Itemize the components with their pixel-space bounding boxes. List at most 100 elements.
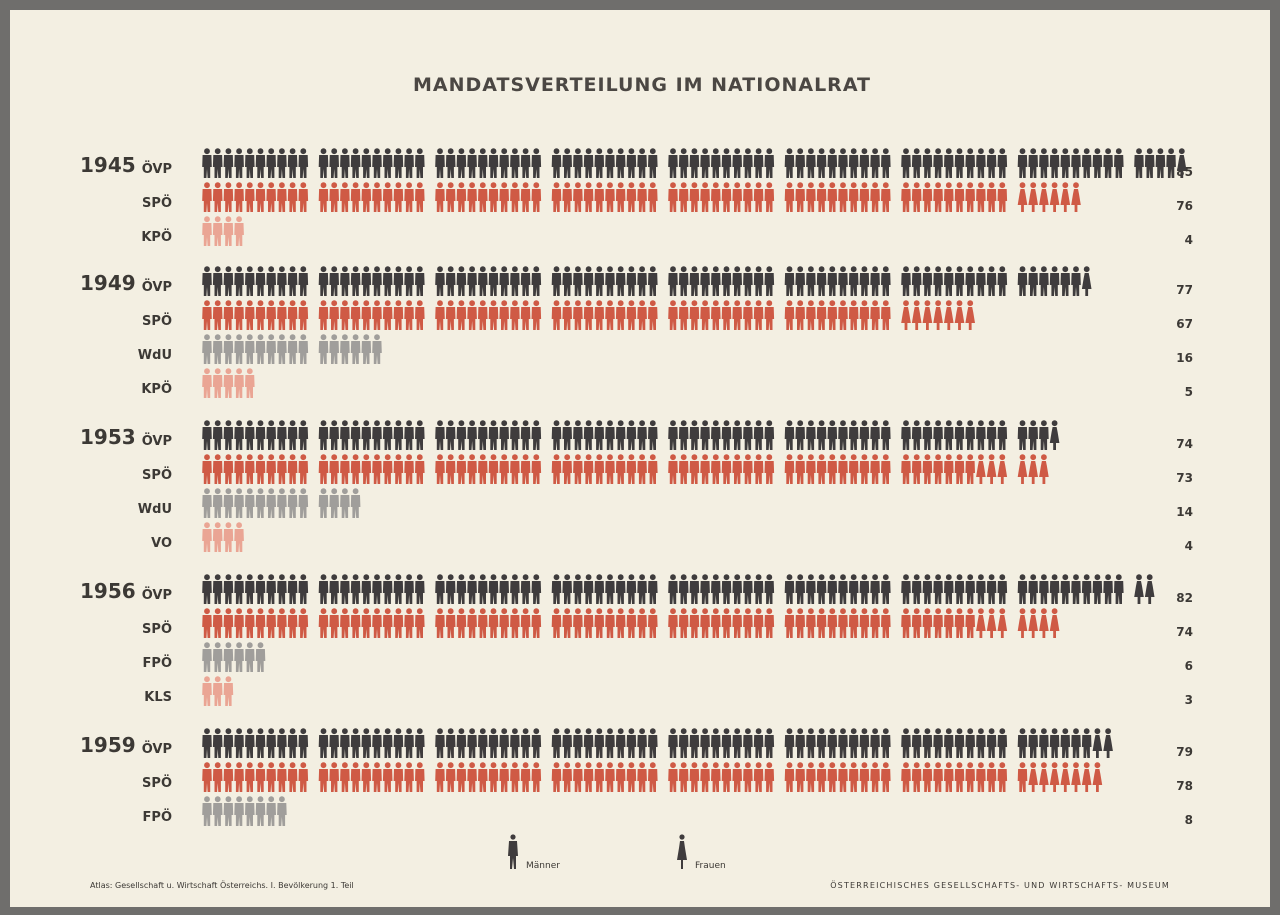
seat-figure-man [478,762,488,792]
seat-figure-man [881,728,891,758]
seat-figure-man [245,574,255,604]
seat-figure-man [870,762,880,792]
seat-figure-man [583,608,594,638]
seat-figure-man [648,266,658,296]
seat-figure-man [551,608,562,638]
seat-figure-woman [997,454,1008,484]
seat-figure-man [445,608,456,638]
seat-figure-man [911,728,922,758]
seat-figure-man [266,182,276,212]
seat-figure-man [838,182,848,212]
seat-figure-man [234,420,244,450]
seat-figure-man [212,300,223,330]
seat-figure-man [626,762,637,792]
seat-figure-man [816,420,827,450]
seat-figure-man [382,728,393,758]
seat-figure-man [350,420,361,450]
seat-figure-man [678,574,689,604]
seat-figure-man [711,574,721,604]
party-label: WdU [138,348,172,363]
seat-figure-man [223,420,234,450]
seat-figure-man [488,762,499,792]
seat-figure-man [223,522,234,552]
seat-figure-man [1039,728,1049,758]
seat-figure-man [1071,148,1081,178]
seat-figure-woman [1144,574,1155,604]
seat-figure-man [456,148,467,178]
seat-bar-oevp [202,266,1092,296]
seat-figure-man [318,762,329,792]
seat-figure-man [266,574,276,604]
seat-figure-man [1028,148,1038,178]
party-label: ÖVP [142,433,172,449]
seat-figure-man [605,266,615,296]
seat-figure-woman [1028,762,1038,792]
seat-figure-man [1049,148,1060,178]
seat-figure-man [1017,728,1028,758]
seat-figure-woman [1017,454,1028,484]
seat-figure-man [223,642,234,672]
seat-figure-man [838,148,848,178]
seat-figure-man [340,608,350,638]
seat-figure-man [255,182,266,212]
seat-figure-man [594,728,605,758]
year-label: 1953 [80,425,136,449]
seat-figure-man [753,420,764,450]
seat-figure-man [764,266,775,296]
seat-figure-man [234,148,244,178]
chart-title: MANDATSVERTEILUNG IM NATIONALRAT [412,74,872,96]
seat-figure-woman [1177,148,1187,178]
seat-figure-man [827,420,838,450]
seat-figure-man [668,300,678,330]
seat-figure-man [404,420,414,450]
seat-figure-man [1114,148,1124,178]
seat-figure-man [404,148,414,178]
seat-figure-man [488,728,499,758]
seat-figure-man [944,574,954,604]
seat-figure-man [901,182,911,212]
seat-figure-man [382,608,393,638]
seat-figure-man [911,574,922,604]
seat-figure-man [648,762,658,792]
seat-count: 78 [1176,779,1193,793]
seat-figure-man [922,182,933,212]
seat-figure-man [499,182,509,212]
seat-figure-man [245,642,255,672]
seat-figure-man [689,454,700,484]
seat-figure-man [435,574,445,604]
seat-figure-man [298,420,309,450]
seat-bar-spoe [202,762,1103,792]
seat-figure-man [340,728,350,758]
seat-figure-man [340,148,350,178]
seat-figure-man [202,488,212,518]
seat-figure-man [255,608,266,638]
seat-figure-man [382,300,393,330]
seat-figure-man [234,216,244,246]
legend-women-label: Frauen [695,861,726,871]
seat-figure-man [223,334,234,364]
seat-figure-man [404,762,414,792]
seat-bar-kpoe [202,368,255,398]
seat-figure-man [329,334,339,364]
seat-figure-man [795,182,805,212]
seat-figure-man [287,300,298,330]
seat-figure-man [764,608,775,638]
seat-figure-man [393,300,404,330]
seat-figure-man [626,608,637,638]
seat-figure-man [764,454,775,484]
seat-figure-man [350,454,361,484]
seat-figure-man [478,574,488,604]
seat-figure-man [827,574,838,604]
seat-figure-man [626,148,637,178]
seat-figure-man [531,454,542,484]
seat-figure-man [986,574,997,604]
seat-figure-man [467,148,477,178]
seat-figure-man [318,334,329,364]
seat-figure-man [255,148,266,178]
seat-figure-man [298,266,309,296]
seat-figure-man [911,266,922,296]
seat-figure-man [234,728,244,758]
seat-figure-man [255,420,266,450]
seat-figure-man [816,148,827,178]
seat-figure-man [678,454,689,484]
